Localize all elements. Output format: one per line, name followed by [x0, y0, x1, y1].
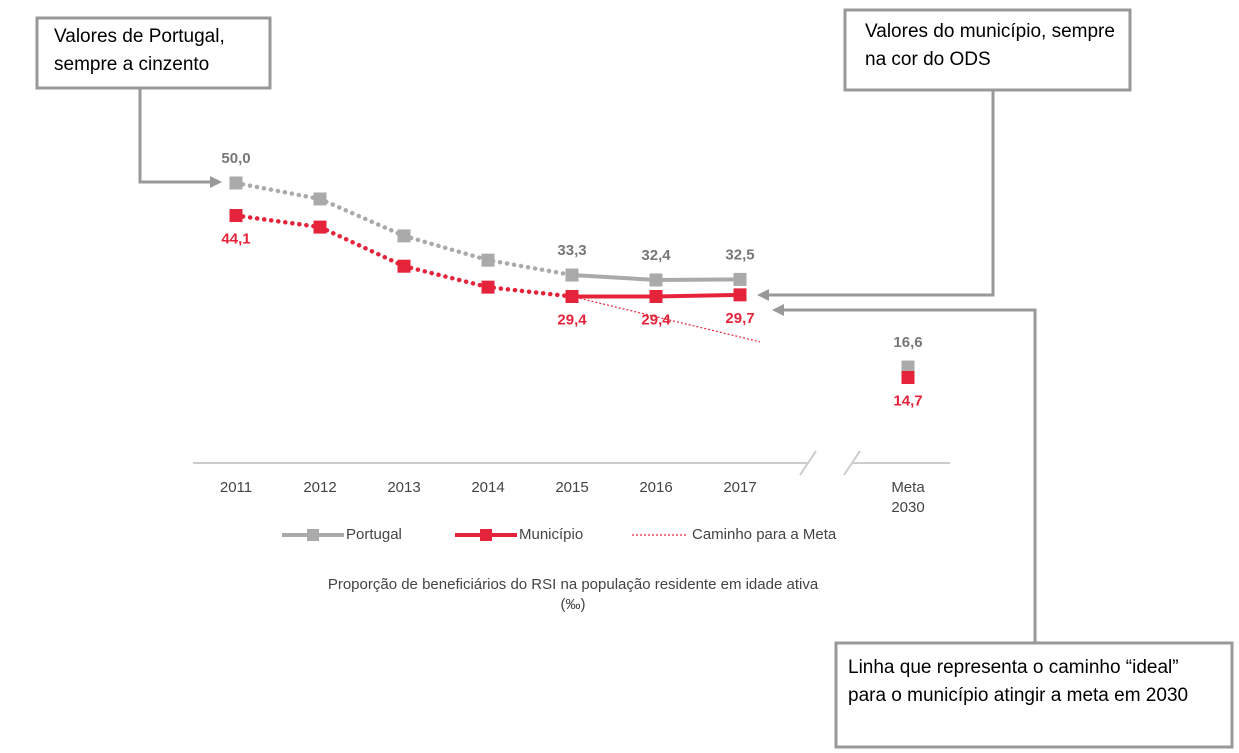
x-tick-label: 2014: [471, 479, 504, 496]
x-tick-label: 2013: [387, 479, 420, 496]
point: [565, 268, 579, 282]
arrow-head: [772, 304, 784, 316]
arrow-head: [210, 176, 222, 188]
data-label: 14,7: [893, 392, 922, 409]
point: [649, 290, 663, 304]
x-tick-label: 2011: [220, 479, 252, 496]
data-label: 29,4: [641, 311, 671, 328]
point: [229, 209, 243, 223]
axis-break: [843, 450, 861, 476]
legend-marker: [480, 529, 492, 541]
data-label: 29,7: [725, 310, 754, 327]
data-label: 16,6: [893, 334, 922, 351]
point: [565, 290, 579, 304]
annotation-text: Valores do município, sempre na cor do OD…: [865, 21, 1115, 70]
point: [313, 220, 327, 234]
x-tick-label: 2015: [555, 479, 588, 496]
point: [481, 280, 495, 294]
point: [901, 360, 915, 374]
point: [733, 272, 747, 286]
data-label: 50,0: [221, 150, 250, 167]
data-label: 44,1: [221, 230, 250, 247]
data-label: 33,3: [557, 242, 586, 259]
legend-label: Portugal: [346, 526, 402, 543]
point: [481, 253, 495, 267]
annotation-text: Valores de Portugal, sempre a cinzento: [54, 26, 225, 75]
legend-marker: [307, 529, 319, 541]
point: [649, 273, 663, 287]
point: [901, 371, 915, 385]
annotations: [35, 8, 1234, 749]
annotation-arrow: [768, 90, 995, 297]
data-label: 32,4: [641, 247, 671, 264]
x-tick-label: 2012: [303, 479, 336, 496]
series-line: [233, 213, 575, 299]
x-tick-label: Meta 2030: [891, 479, 925, 516]
axis: [193, 450, 950, 476]
point: [229, 176, 243, 190]
axis-break: [799, 450, 817, 476]
x-tick-label: 2017: [723, 479, 756, 496]
annotation-box: [843, 8, 1132, 92]
annotation-box: [35, 16, 272, 90]
annotation-arrow: [783, 308, 1037, 643]
target-path: [571, 295, 761, 343]
data-label: 32,5: [725, 246, 754, 263]
annotation-text: Linha que representa o caminho “ideal” pa…: [848, 657, 1188, 706]
arrow-head: [757, 289, 769, 301]
data-label: 29,4: [557, 311, 587, 328]
x-tick-label: 2016: [639, 479, 672, 496]
legend-label: Caminho para a Meta: [692, 526, 837, 543]
point: [397, 229, 411, 243]
annotation-arrow: [138, 88, 212, 184]
point: [313, 192, 327, 206]
legend-label: Município: [519, 526, 583, 543]
point: [397, 259, 411, 273]
point: [733, 288, 747, 302]
chart-title: Proporção de beneficiários do RSI na pop…: [328, 576, 819, 613]
